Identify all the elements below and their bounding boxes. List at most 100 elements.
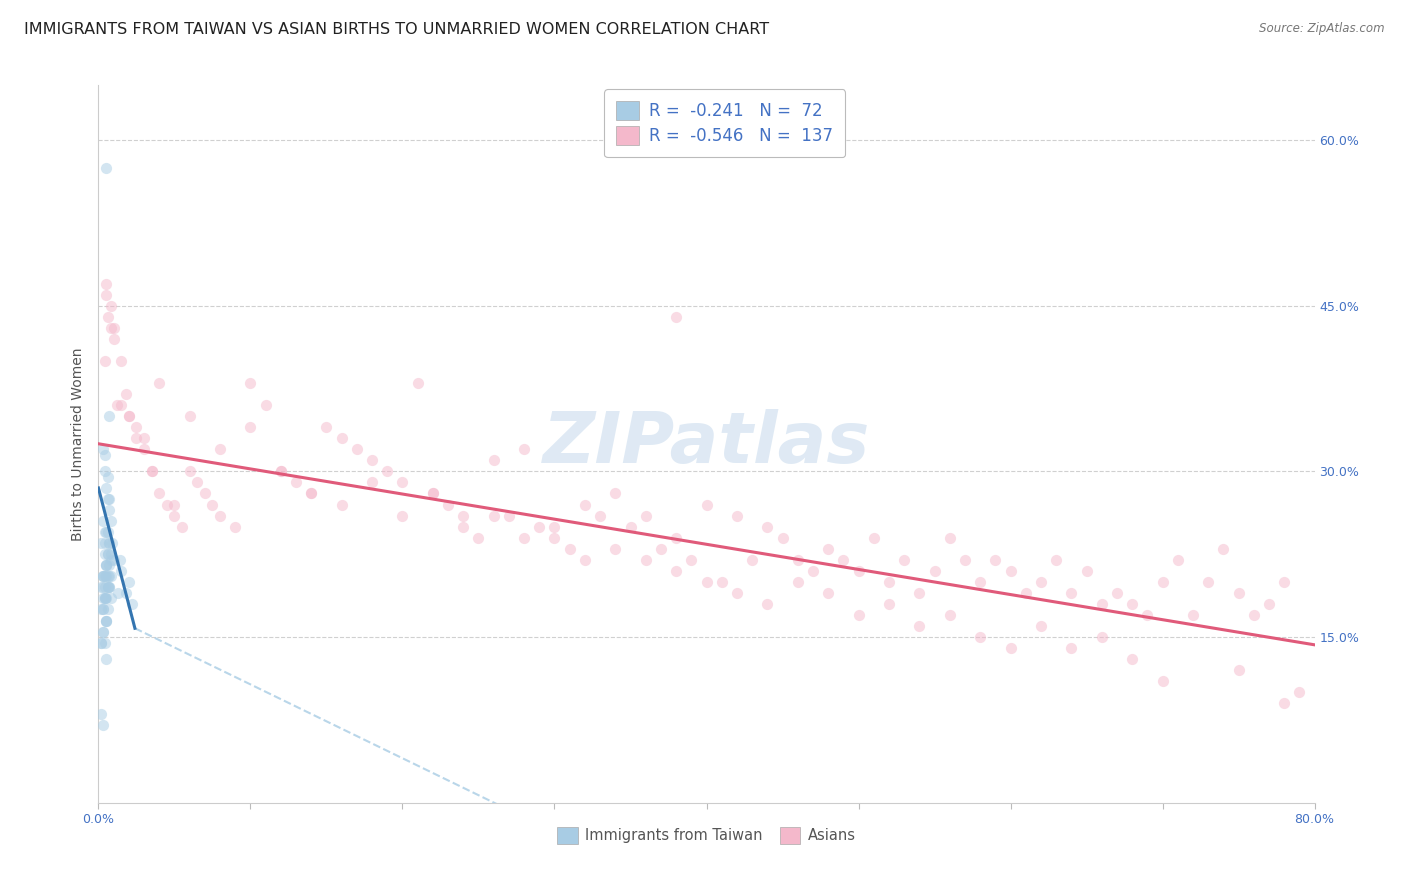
Point <box>848 607 870 622</box>
Text: Source: ZipAtlas.com: Source: ZipAtlas.com <box>1260 22 1385 36</box>
Point <box>1091 630 1114 644</box>
Point <box>817 541 839 556</box>
Point <box>103 553 125 567</box>
Point <box>1182 607 1205 622</box>
Point <box>91 602 114 616</box>
Point <box>93 525 115 540</box>
Point <box>93 581 115 595</box>
Point <box>1000 641 1022 656</box>
Point <box>422 486 444 500</box>
Point <box>94 525 117 540</box>
Point <box>772 531 794 545</box>
Point <box>201 498 224 512</box>
Point <box>94 614 117 628</box>
Point <box>91 569 114 583</box>
Point <box>1258 597 1281 611</box>
Point <box>574 553 596 567</box>
Point <box>877 597 900 611</box>
Point <box>239 420 262 434</box>
Point <box>467 531 489 545</box>
Point <box>984 553 1007 567</box>
Point <box>121 597 143 611</box>
Point <box>239 376 262 390</box>
Point <box>94 558 117 573</box>
Point <box>93 547 115 561</box>
Point <box>696 498 718 512</box>
Point <box>94 287 117 301</box>
Point <box>93 569 115 583</box>
Point <box>756 597 779 611</box>
Point <box>163 508 186 523</box>
Point <box>125 420 148 434</box>
Point <box>665 310 688 324</box>
Point <box>170 519 193 533</box>
Point <box>96 602 118 616</box>
Point <box>90 707 112 722</box>
Point <box>650 541 672 556</box>
Point <box>1152 574 1174 589</box>
Point <box>108 553 131 567</box>
Point <box>132 431 155 445</box>
Point <box>100 320 122 334</box>
Point <box>665 564 688 578</box>
Point <box>90 581 112 595</box>
Point <box>877 574 900 589</box>
Point <box>848 564 870 578</box>
Point <box>90 635 112 649</box>
Point <box>94 558 117 573</box>
Point <box>91 569 114 583</box>
Point <box>862 531 884 545</box>
Point <box>90 602 112 616</box>
Point <box>90 536 112 550</box>
Point <box>1045 553 1067 567</box>
Point <box>605 486 627 500</box>
Point <box>118 574 141 589</box>
Point <box>1121 597 1143 611</box>
Point <box>832 553 855 567</box>
Point <box>543 519 565 533</box>
Point <box>605 541 627 556</box>
Point <box>96 547 118 561</box>
Point <box>179 409 201 424</box>
Point <box>91 624 114 639</box>
Point <box>103 332 125 346</box>
Point <box>786 553 808 567</box>
Point <box>100 514 122 528</box>
Point <box>1227 663 1250 677</box>
Point <box>98 536 121 550</box>
Point <box>453 508 475 523</box>
Point <box>186 475 208 490</box>
Point <box>375 464 398 478</box>
Point <box>96 525 118 540</box>
Point <box>270 464 292 478</box>
Point <box>94 652 117 666</box>
Point <box>91 591 114 606</box>
Point <box>100 299 122 313</box>
Point <box>93 591 115 606</box>
Point <box>513 531 536 545</box>
Point <box>756 519 779 533</box>
Point <box>98 581 121 595</box>
Point <box>98 558 121 573</box>
Point <box>118 409 141 424</box>
Point <box>93 591 115 606</box>
Point <box>529 519 551 533</box>
Point <box>91 581 114 595</box>
Point <box>270 464 292 478</box>
Point <box>725 508 748 523</box>
Point <box>1105 586 1128 600</box>
Point <box>96 581 118 595</box>
Point <box>315 420 337 434</box>
Point <box>91 514 114 528</box>
Point <box>91 624 114 639</box>
Point <box>1015 586 1038 600</box>
Point <box>634 553 657 567</box>
Point <box>1060 641 1083 656</box>
Point <box>103 320 125 334</box>
Point <box>696 574 718 589</box>
Point <box>125 431 148 445</box>
Point <box>346 442 368 457</box>
Point <box>107 586 129 600</box>
Point <box>908 586 931 600</box>
Point <box>94 569 117 583</box>
